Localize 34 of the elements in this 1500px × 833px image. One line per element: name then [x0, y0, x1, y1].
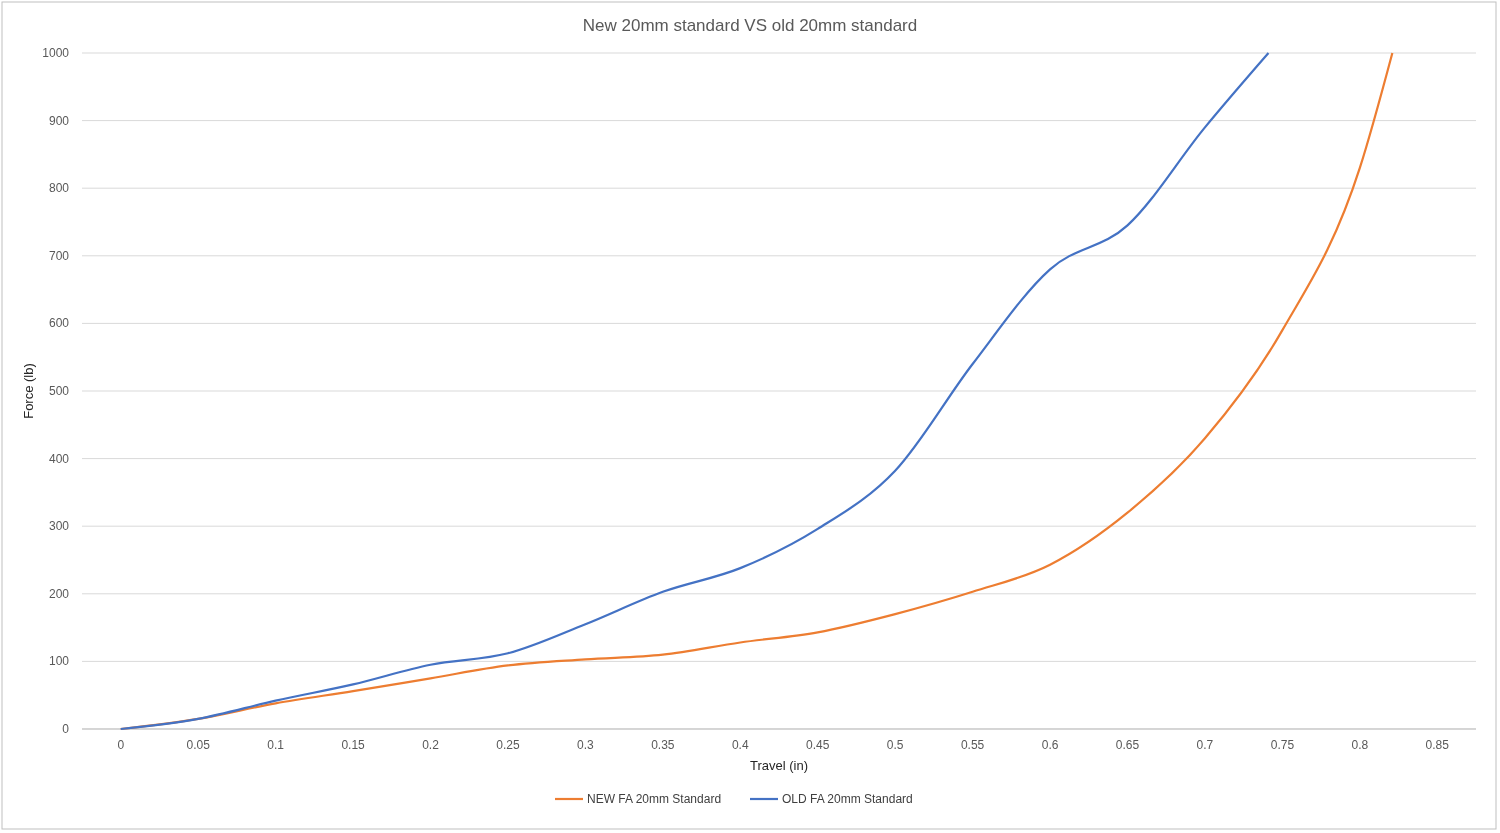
- legend-label: NEW FA 20mm Standard: [587, 792, 722, 806]
- y-tick-label: 400: [48, 451, 70, 466]
- y-tick-label: 900: [48, 113, 70, 128]
- y-tick-label: 700: [48, 248, 70, 263]
- x-tick-label: 0.15: [341, 738, 366, 752]
- x-tick-label: 0.45: [806, 738, 830, 752]
- x-tick-label: 0.6: [1041, 738, 1059, 752]
- y-axis-title: Force (lb): [21, 363, 36, 419]
- y-tick-label: 500: [48, 384, 70, 398]
- x-tick-label: 0.65: [1115, 738, 1140, 752]
- x-tick-label: 0.35: [651, 738, 675, 752]
- x-tick-label: 0.85: [1425, 738, 1450, 752]
- y-tick-label: 100: [48, 654, 70, 669]
- legend-label: OLD FA 20mm Standard: [782, 792, 913, 806]
- x-tick-label: 0: [117, 738, 125, 752]
- y-tick-label: 800: [48, 181, 70, 196]
- chart-title: New 20mm standard VS old 20mm standard: [582, 16, 918, 35]
- x-tick-label: 0.4: [731, 738, 749, 752]
- x-tick-label: 0.7: [1196, 738, 1214, 752]
- y-tick-label: 1000: [42, 46, 70, 60]
- x-tick-label: 0.1: [267, 738, 285, 752]
- x-tick-label: 0.55: [960, 738, 985, 752]
- x-tick-label: 0.75: [1270, 738, 1295, 752]
- y-tick-label: 0: [62, 722, 70, 736]
- x-tick-label: 0.2: [422, 738, 440, 752]
- y-tick-label: 200: [48, 586, 70, 601]
- x-tick-label: 0.8: [1351, 738, 1369, 752]
- x-tick-label: 0.3: [577, 738, 595, 752]
- x-tick-label: 0.5: [886, 738, 904, 752]
- x-axis-title: Travel (in): [749, 758, 809, 773]
- y-tick-label: 600: [48, 316, 70, 331]
- y-tick-label: 300: [48, 519, 70, 534]
- x-tick-label: 0.05: [186, 738, 211, 752]
- x-tick-label: 0.25: [496, 738, 520, 752]
